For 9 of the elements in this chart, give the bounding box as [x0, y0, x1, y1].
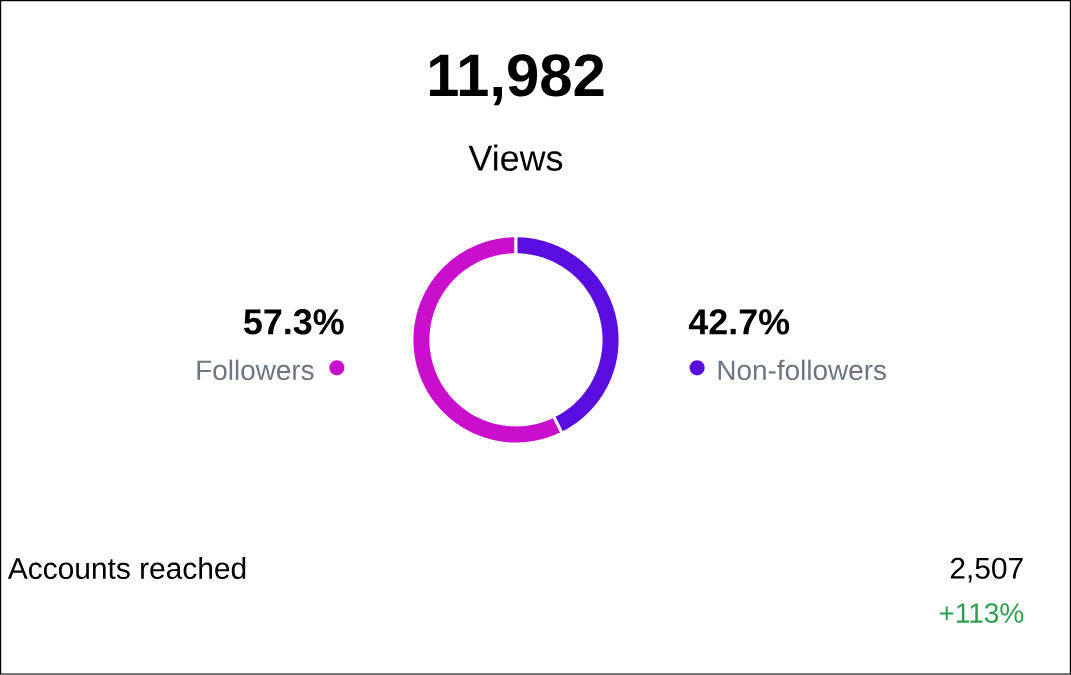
chart-subtitle: Views [468, 144, 563, 172]
chart-title: 11,982 [429, 54, 604, 106]
slice-label: Followers [197, 359, 314, 381]
legend-label: Non-followers [718, 359, 886, 381]
text: Accounts reached [7, 557, 246, 580]
text: 2,507 [950, 557, 1023, 583]
data-label: 57.3% [244, 309, 344, 335]
text: +113% [939, 603, 1024, 624]
data-label: 42.7% [688, 309, 790, 335]
